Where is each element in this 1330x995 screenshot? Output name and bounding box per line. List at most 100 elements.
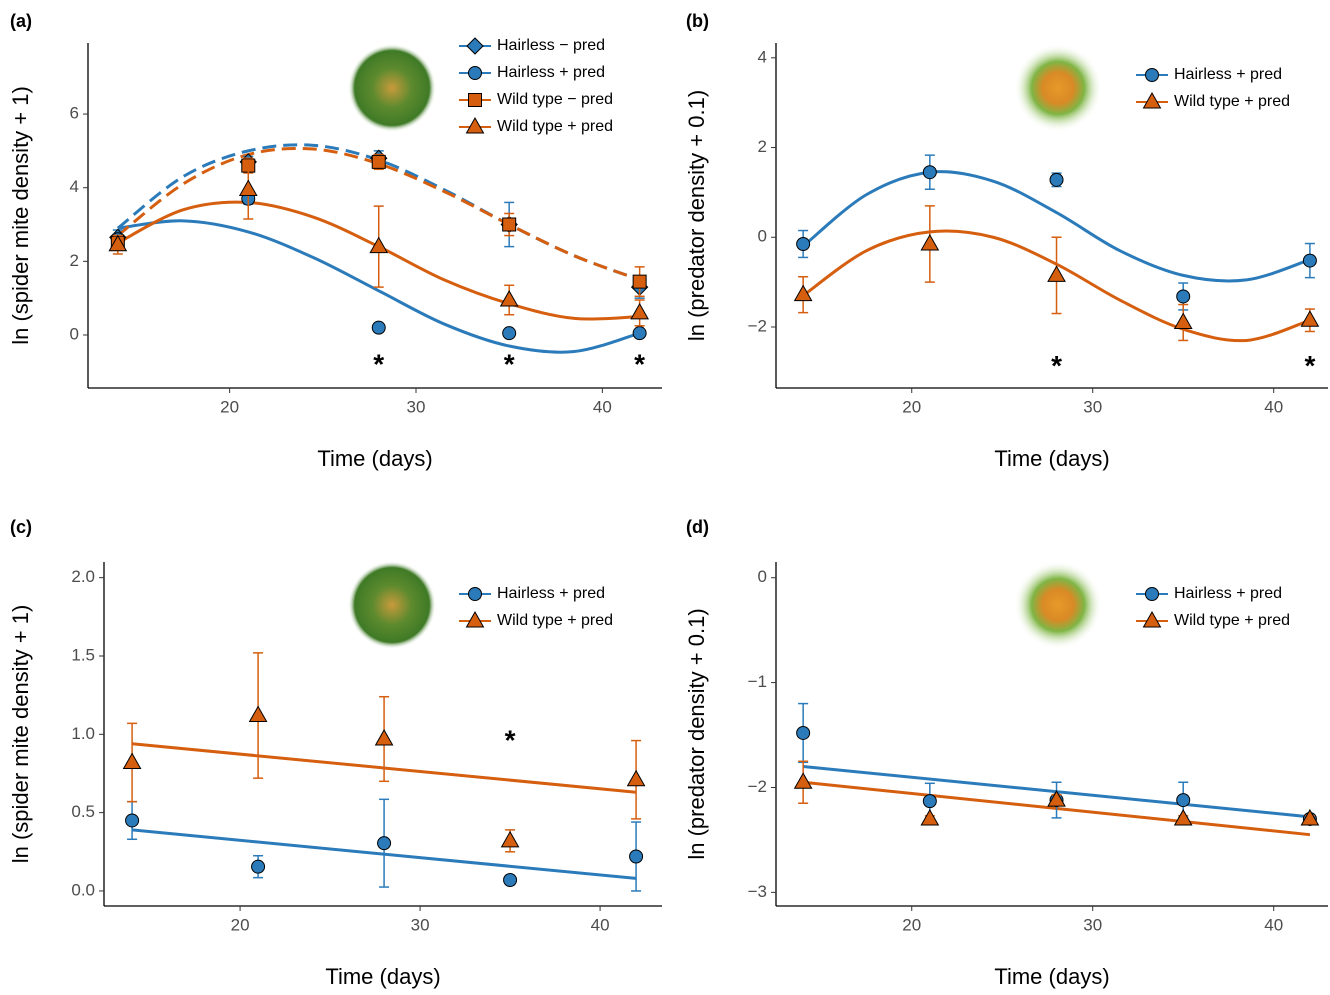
y-tick-label: 0.0	[71, 880, 95, 899]
legend-marker	[1142, 91, 1162, 109]
point	[371, 320, 386, 335]
legend-label: Wild type + pred	[497, 612, 613, 629]
legend-entry: Wild type + pred	[459, 610, 613, 629]
y-tick-label: 1.0	[71, 724, 95, 743]
y-tick-label: −1	[748, 672, 767, 691]
point	[796, 236, 811, 251]
point	[922, 794, 937, 809]
point	[248, 705, 268, 723]
x-tick-label: 20	[231, 915, 250, 934]
y-tick-label: 0	[758, 567, 767, 586]
legend-entry: Wild type − pred	[459, 91, 613, 108]
y-tick-label: 1.5	[71, 645, 95, 664]
legend-marker	[1145, 68, 1159, 82]
x-tick-label: 30	[407, 397, 426, 416]
point	[1047, 265, 1066, 282]
significance: *	[1051, 350, 1062, 381]
point	[922, 165, 937, 180]
mite-photo	[1014, 561, 1102, 649]
panel-label: (c)	[10, 517, 32, 537]
y-tick-label: −2	[748, 316, 767, 335]
mite-photo	[1014, 44, 1102, 132]
panel: (c) 0.0 0.5 1.0 1.5 2.0 20 30 40 Time (days) ln (s…	[8, 517, 662, 989]
x-axis-title: Time (days)	[325, 964, 440, 989]
legend-marker	[466, 37, 484, 55]
legend-label: Wild type + pred	[1174, 612, 1290, 629]
x-tick-label: 40	[593, 397, 612, 416]
legend-entry: Wild type + pred	[459, 116, 613, 135]
legend-label: Hairless + pred	[1174, 66, 1282, 83]
x-tick-label: 20	[220, 397, 239, 416]
point	[502, 217, 517, 232]
x-tick-label: 40	[1264, 397, 1283, 416]
point	[632, 326, 647, 341]
y-tick-label: 0	[758, 227, 767, 246]
fit-line	[802, 170, 1311, 283]
point	[630, 302, 649, 320]
point	[122, 752, 142, 770]
point	[251, 859, 266, 874]
y-axis-title: ln (predator density + 0.1)	[684, 90, 709, 341]
point	[796, 725, 811, 740]
legend-entry: Hairless + pred	[459, 64, 605, 81]
point	[503, 872, 518, 887]
legend-marker	[1145, 587, 1159, 601]
y-tick-label: 2	[758, 137, 767, 156]
legend-label: Hairless + pred	[1174, 585, 1282, 602]
y-tick-label: 0	[70, 324, 79, 343]
significance: *	[373, 349, 384, 380]
point	[626, 769, 646, 787]
x-tick-label: 20	[902, 397, 921, 416]
point	[1047, 790, 1066, 807]
significance: *	[1304, 350, 1315, 381]
fit-line	[117, 219, 641, 354]
point	[1302, 253, 1317, 268]
y-axis-title: ln (predator density + 0.1)	[684, 608, 709, 859]
x-tick-label: 30	[1083, 397, 1102, 416]
x-tick-label: 40	[1264, 915, 1283, 934]
significance: *	[634, 349, 645, 380]
point	[1173, 312, 1193, 329]
point	[793, 284, 813, 302]
y-axis-title: ln (spider mite density + 1)	[8, 605, 33, 864]
y-tick-label: −3	[748, 882, 767, 901]
point	[369, 236, 389, 254]
x-tick-label: 30	[411, 915, 430, 934]
point	[1176, 289, 1191, 304]
panel: (d) −3 −2 −1 0 20 30 40 Time (days) ln (predator …	[684, 517, 1328, 989]
point	[1176, 793, 1191, 808]
point	[377, 836, 392, 851]
point	[238, 179, 258, 197]
point	[629, 849, 644, 864]
legend-marker	[465, 116, 485, 134]
panel-label: (d)	[686, 517, 709, 537]
y-tick-label: 2.0	[71, 567, 95, 586]
legend-entry: Hairless + pred	[459, 585, 605, 602]
y-tick-label: 4	[70, 177, 79, 196]
legend-entry: Wild type + pred	[1136, 91, 1290, 110]
point	[371, 154, 386, 169]
legend-label: Hairless − pred	[497, 37, 605, 54]
legend-marker	[465, 610, 485, 628]
mite-photo	[348, 561, 436, 649]
x-axis-title: Time (days)	[317, 446, 432, 471]
point	[793, 772, 813, 789]
point	[1049, 172, 1064, 187]
legend-entry: Hairless + pred	[1136, 585, 1282, 602]
significance: *	[504, 349, 515, 380]
panel-label: (a)	[10, 11, 32, 31]
legend-entry: Hairless − pred	[459, 37, 605, 55]
point	[499, 289, 519, 307]
x-tick-label: 20	[902, 915, 921, 934]
point	[1300, 310, 1320, 327]
y-tick-label: 6	[70, 104, 79, 123]
point	[125, 813, 140, 828]
legend-label: Hairless + pred	[497, 64, 605, 81]
point	[632, 274, 647, 289]
panel-label: (b)	[686, 11, 709, 31]
legend-label: Hairless + pred	[497, 585, 605, 602]
significance: *	[505, 725, 516, 756]
y-tick-label: 2	[70, 251, 79, 270]
panel: (b) −2 0 2 4 20 30 40 Time (days) ln (predator de…	[684, 11, 1328, 471]
